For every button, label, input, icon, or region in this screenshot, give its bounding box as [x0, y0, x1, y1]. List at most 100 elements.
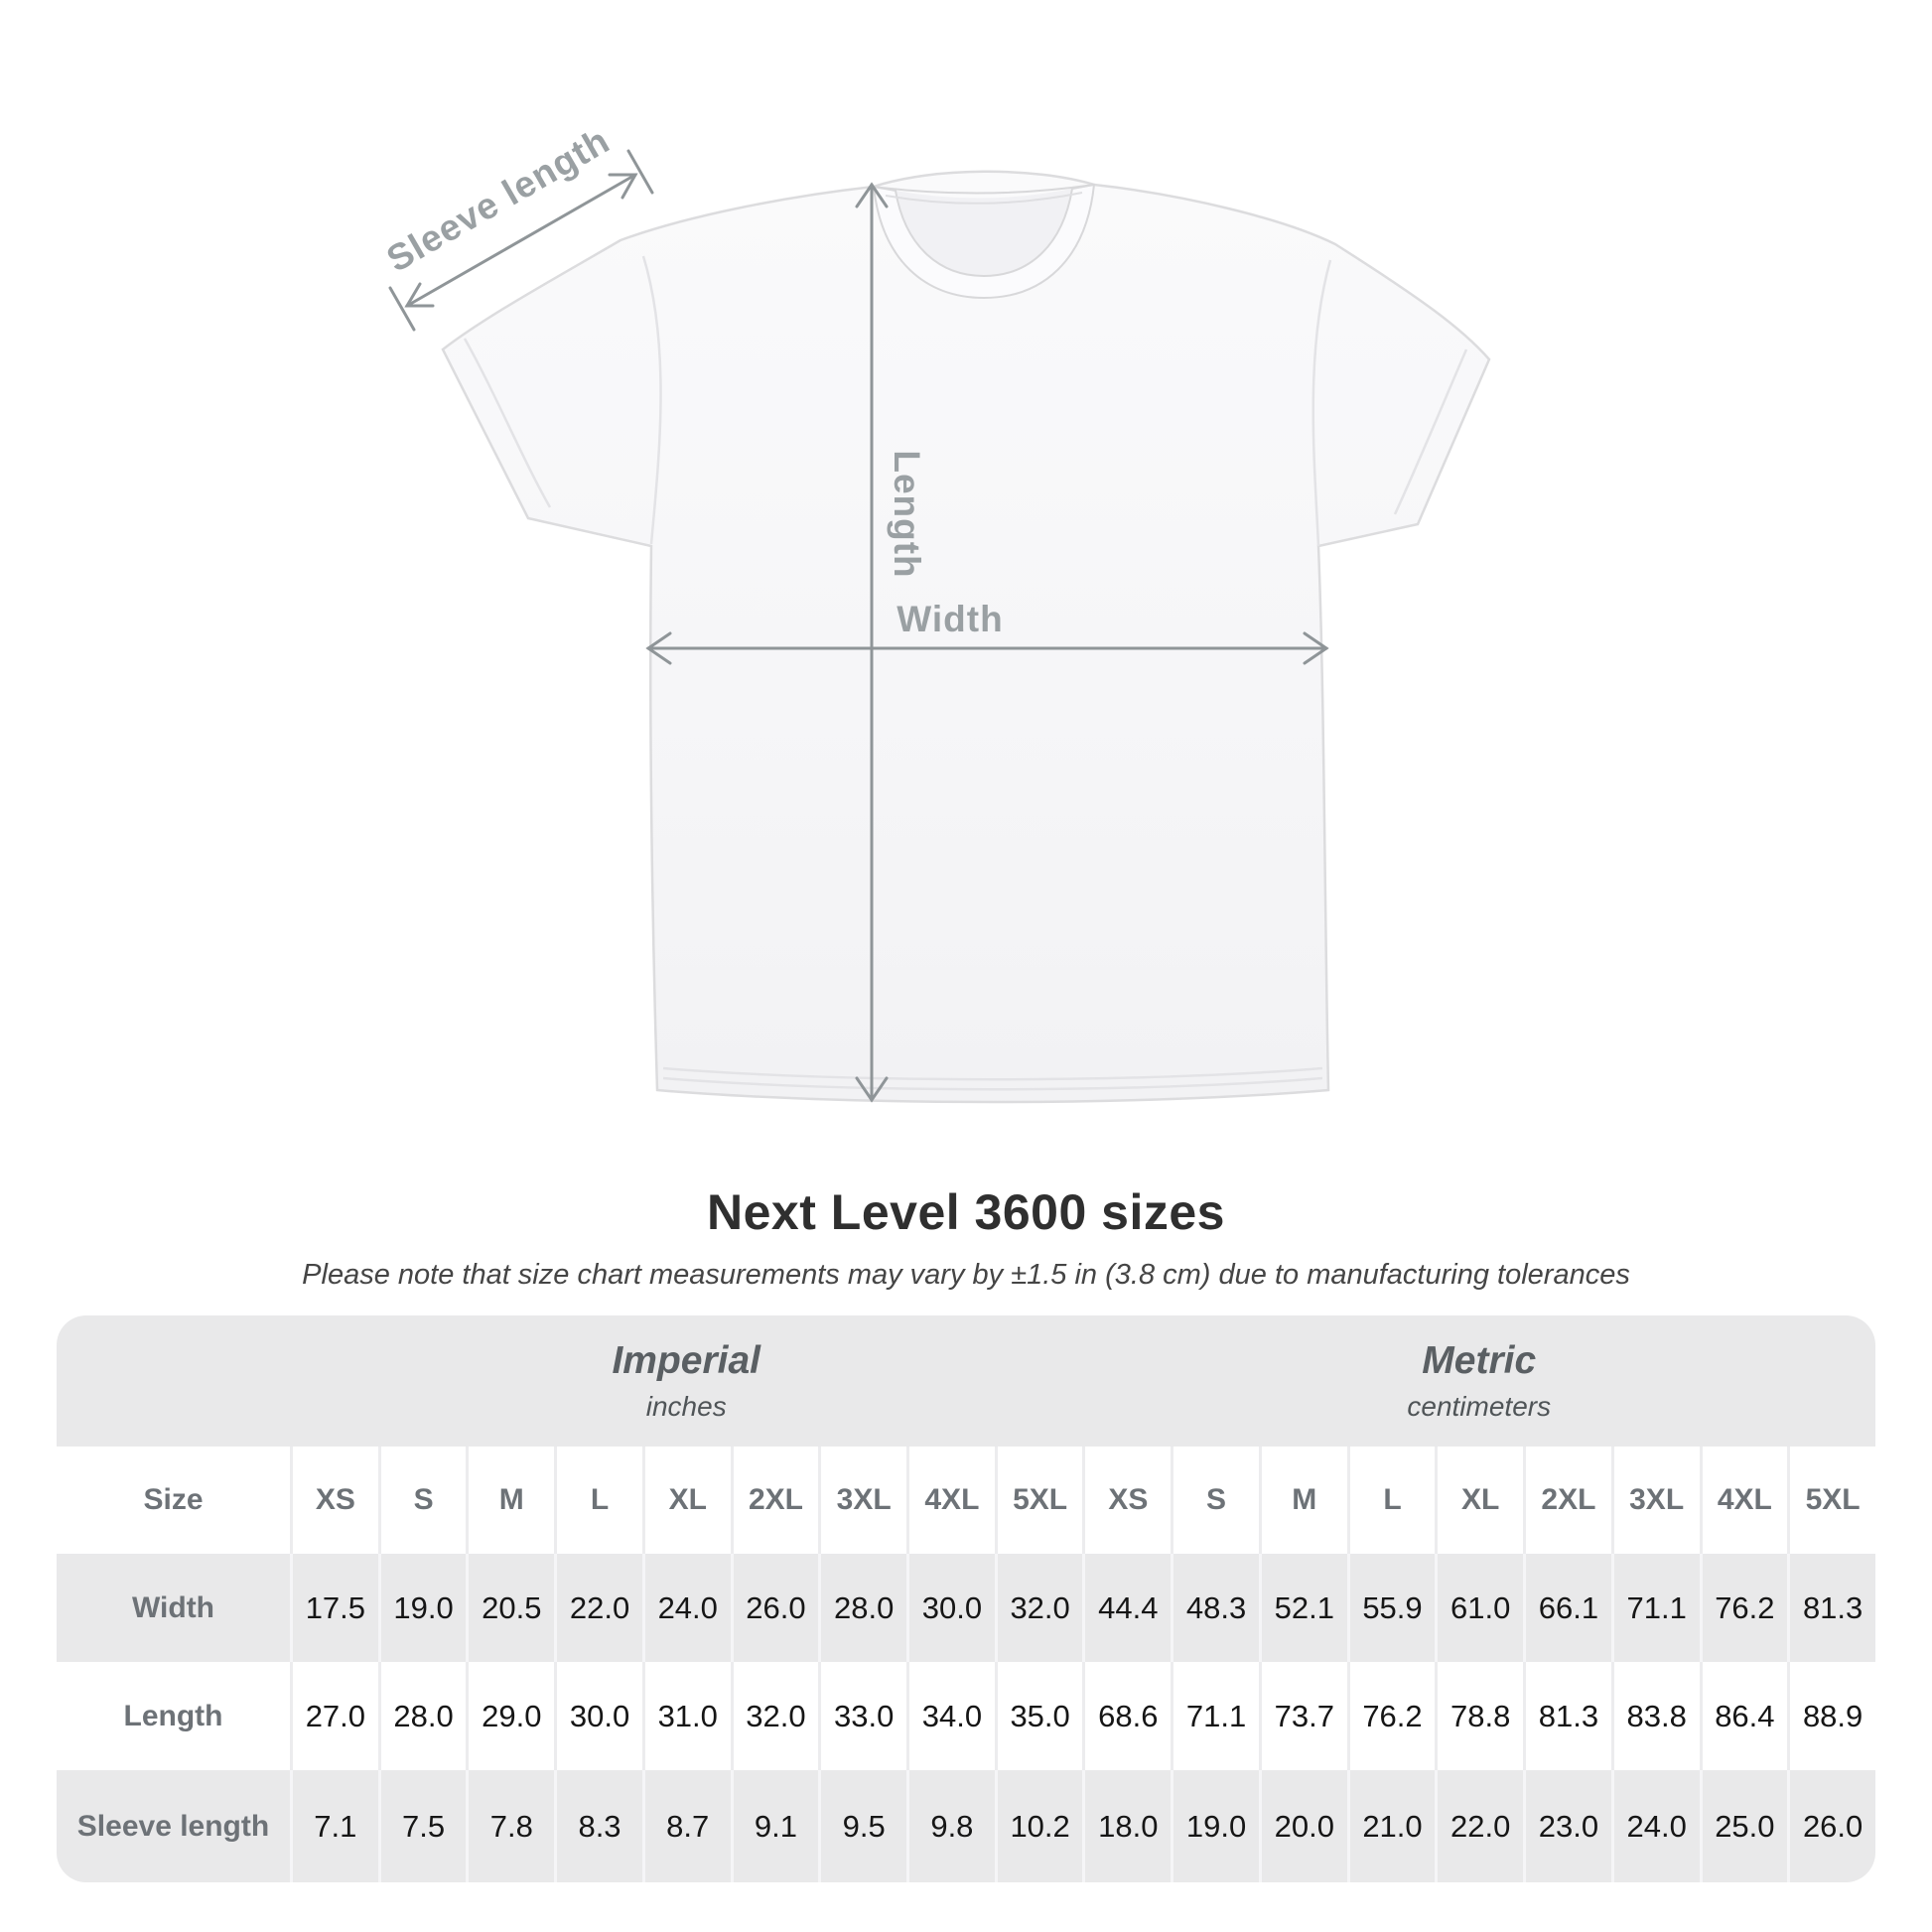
width-imperial-cell: 24.0 [641, 1554, 731, 1662]
sleeve-metric-cell: 24.0 [1610, 1770, 1700, 1882]
size-header-cell: L [1346, 1447, 1436, 1554]
heading-block: Next Level 3600 sizes Please note that s… [0, 1183, 1932, 1292]
size-header-cell: S [377, 1447, 467, 1554]
sleeve-metric-cell: 26.0 [1787, 1770, 1875, 1882]
length-imperial-cell: 29.0 [466, 1662, 554, 1770]
row-label-width: Width [131, 1590, 215, 1624]
sleeve-imperial-cell: 7.8 [466, 1770, 554, 1882]
size-header-cell: S [1171, 1447, 1259, 1554]
size-header-cell: L [554, 1447, 642, 1554]
size-table: Imperial inches Metric centimeters Size … [57, 1315, 1875, 1882]
tshirt-measurement-diagram: Sleeve length Length Width [380, 120, 1491, 1104]
imperial-unit-label: inches [645, 1391, 727, 1422]
sleeve-metric-cell: 20.0 [1258, 1770, 1347, 1882]
length-imperial-cell: 28.0 [377, 1662, 467, 1770]
metric-label: Metric [1422, 1339, 1537, 1382]
width-metric-cell: 61.0 [1435, 1554, 1523, 1662]
size-header-cell: 5XL [994, 1447, 1083, 1554]
length-imperial-cell: 33.0 [818, 1662, 906, 1770]
size-header-cell: 3XL [818, 1447, 906, 1554]
size-header-cell: 5XL [1787, 1447, 1875, 1554]
page-title: Next Level 3600 sizes [707, 1184, 1225, 1240]
metric-unit-label: centimeters [1407, 1391, 1552, 1422]
length-imperial-cell: 27.0 [290, 1662, 378, 1770]
width-imperial-cell: 26.0 [730, 1554, 819, 1662]
unit-header-corner [57, 1315, 290, 1447]
length-metric-cell: 88.9 [1787, 1662, 1875, 1770]
sleeve-length-arrow [388, 149, 654, 332]
unit-header-row: Imperial inches Metric centimeters [57, 1315, 1875, 1447]
unit-header-metric: Metric centimeters [1082, 1315, 1875, 1447]
page-subtitle: Please note that size chart measurements… [302, 1259, 1630, 1291]
size-table-container: Imperial inches Metric centimeters Size … [57, 1315, 1875, 1882]
size-header-cell: XL [641, 1447, 731, 1554]
unit-header-imperial: Imperial inches [290, 1315, 1082, 1447]
sleeve-metric-cell: 21.0 [1346, 1770, 1436, 1882]
sleeve-metric-cell: 18.0 [1082, 1770, 1171, 1882]
sleeve-imperial-cell: 10.2 [994, 1770, 1083, 1882]
sleeve-imperial-cell: 8.7 [641, 1770, 731, 1882]
width-metric-cell: 55.9 [1346, 1554, 1436, 1662]
sleeve-metric-cell: 25.0 [1699, 1770, 1788, 1882]
size-header-cell: 2XL [1523, 1447, 1611, 1554]
width-imperial-cell: 32.0 [994, 1554, 1083, 1662]
tshirt-seams [463, 255, 1468, 1091]
width-metric-cell: 81.3 [1787, 1554, 1875, 1662]
length-imperial-cell: 31.0 [641, 1662, 731, 1770]
sleeve-length-label: Sleeve length [380, 120, 617, 280]
width-metric-cell: 48.3 [1171, 1554, 1259, 1662]
length-metric-cell: 73.7 [1258, 1662, 1347, 1770]
length-metric-cell: 68.6 [1082, 1662, 1171, 1770]
size-header-cell: 2XL [730, 1447, 819, 1554]
sleeve-imperial-cell: 8.3 [554, 1770, 642, 1882]
width-metric-cell: 76.2 [1699, 1554, 1788, 1662]
length-metric-cell: 86.4 [1699, 1662, 1788, 1770]
width-imperial-cell: 22.0 [554, 1554, 642, 1662]
width-metric-cell: 44.4 [1082, 1554, 1171, 1662]
width-row: Width 17.5 19.0 20.5 22.0 24.0 26.0 28.0 30.0 32… [57, 1554, 1875, 1662]
imperial-label: Imperial [612, 1339, 761, 1382]
sleeve-length-row: Sleeve length 7.1 7.5 7.8 8.3 8.7 9.1 9.5 9.8 10… [57, 1770, 1875, 1882]
size-header-row: Size XS S M L XL 2XL 3XL 4XL 5XL XS S M L XL 2XL 3XL 4X… [57, 1447, 1875, 1554]
length-imperial-cell: 32.0 [730, 1662, 819, 1770]
width-imperial-cell: 17.5 [290, 1554, 378, 1662]
size-header-cell: 3XL [1610, 1447, 1700, 1554]
length-arrow [855, 182, 889, 1103]
tshirt-body [441, 170, 1491, 1104]
length-row: Length 27.0 28.0 29.0 30.0 31.0 32.0 33.0 34.0 3… [57, 1662, 1875, 1770]
row-label-length: Length [123, 1699, 223, 1732]
length-imperial-cell: 34.0 [906, 1662, 995, 1770]
length-imperial-cell: 35.0 [994, 1662, 1083, 1770]
size-header-cell: XS [290, 1447, 378, 1554]
length-metric-cell: 81.3 [1523, 1662, 1611, 1770]
length-label: Length [887, 450, 927, 578]
width-metric-cell: 66.1 [1523, 1554, 1611, 1662]
width-metric-cell: 52.1 [1258, 1554, 1347, 1662]
sleeve-imperial-cell: 9.5 [818, 1770, 906, 1882]
sleeve-metric-cell: 23.0 [1523, 1770, 1611, 1882]
length-metric-cell: 78.8 [1435, 1662, 1523, 1770]
length-metric-cell: 71.1 [1171, 1662, 1259, 1770]
size-header-cell: 4XL [906, 1447, 995, 1554]
size-header-cell: XS [1082, 1447, 1171, 1554]
sleeve-metric-cell: 19.0 [1171, 1770, 1259, 1882]
width-imperial-cell: 30.0 [906, 1554, 995, 1662]
measurement-arrows [388, 149, 1329, 1103]
width-imperial-cell: 19.0 [377, 1554, 467, 1662]
width-metric-cell: 71.1 [1610, 1554, 1700, 1662]
tshirt-illustration: Sleeve length Length Width [380, 120, 1491, 1104]
sleeve-imperial-cell: 7.1 [290, 1770, 378, 1882]
width-arrow [645, 631, 1329, 665]
width-imperial-cell: 20.5 [466, 1554, 554, 1662]
size-header-cell: 4XL [1699, 1447, 1788, 1554]
length-metric-cell: 76.2 [1346, 1662, 1436, 1770]
sleeve-imperial-cell: 9.8 [906, 1770, 995, 1882]
sleeve-metric-cell: 22.0 [1435, 1770, 1523, 1882]
width-label: Width [897, 599, 1003, 639]
size-header-cell: M [466, 1447, 554, 1554]
size-header-cell: M [1258, 1447, 1347, 1554]
width-imperial-cell: 28.0 [818, 1554, 906, 1662]
tshirt-collar [872, 183, 1096, 300]
sleeve-imperial-cell: 9.1 [730, 1770, 819, 1882]
